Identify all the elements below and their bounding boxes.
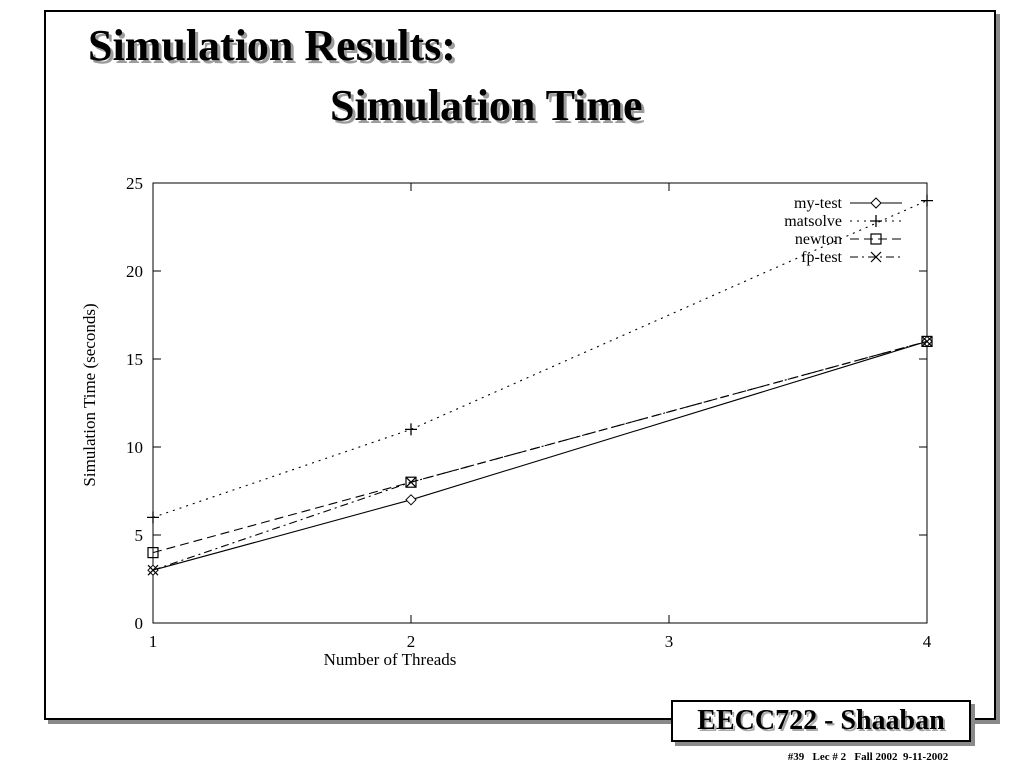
legend-label-my-test: my-test: [794, 195, 843, 212]
x-tick-label: 3: [665, 632, 674, 651]
point-my-test: [405, 494, 417, 506]
point-matsolve: [147, 511, 159, 524]
legend-marker-fp-test: [870, 251, 882, 263]
point-fp-test: [147, 564, 159, 576]
y-tick-label: 10: [126, 438, 143, 457]
legend-label-fp-test: fp-test: [801, 249, 842, 266]
course-label-box: EECC722 - Shaaban: [671, 700, 971, 742]
slide-title-line-2: Simulation Time: [330, 81, 643, 130]
legend-marker-matsolve: [870, 215, 882, 227]
y-tick-label: 0: [135, 614, 144, 633]
point-matsolve: [405, 423, 417, 436]
point-newton: [921, 335, 933, 347]
y-tick-label: 25: [126, 174, 143, 193]
course-label: EECC722 - Shaaban: [697, 705, 945, 736]
point-newton: [147, 546, 159, 559]
x-axis-label: Number of Threads: [324, 650, 457, 669]
y-axis-label: Simulation Time (seconds): [80, 303, 99, 486]
y-tick-label: 5: [135, 526, 144, 545]
series-line-my-test: [152, 340, 928, 571]
plot-area: [152, 182, 928, 624]
y-tick-label: 15: [126, 350, 143, 369]
x-tick-label: 1: [149, 632, 158, 651]
legend-label-newton: newton: [795, 231, 842, 248]
legend-marker-my-test: [870, 197, 882, 209]
legend-marker-newton: [870, 233, 882, 245]
point-fp-test: [405, 476, 417, 488]
x-tick-label: 4: [923, 632, 932, 651]
y-tick-label: 20: [126, 262, 143, 281]
series-line-fp-test: [152, 340, 928, 571]
x-tick-label: 2: [407, 632, 416, 651]
point-newton: [405, 476, 417, 488]
point-matsolve: [921, 194, 933, 207]
slide-footer: #39 Lec # 2 Fall 2002 9-11-2002: [787, 751, 949, 763]
slide-frame: [44, 10, 996, 720]
point-fp-test: [921, 335, 933, 347]
legend-label-matsolve: matsolve: [784, 213, 842, 230]
slide-title-line-1: Simulation Results:: [88, 21, 456, 70]
